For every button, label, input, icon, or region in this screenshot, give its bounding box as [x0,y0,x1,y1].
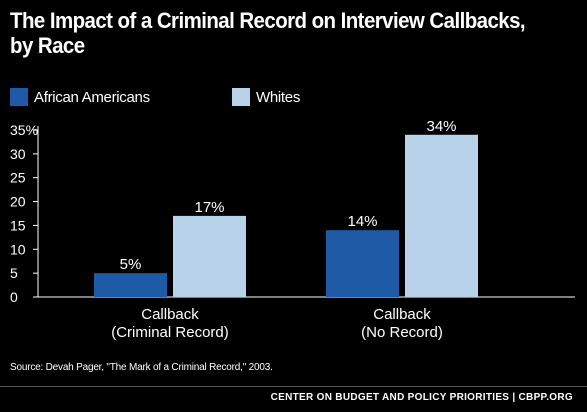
y-tick-label: 10 [10,241,26,257]
bar-chart: 05101520253035%5%14%17%34%Callback(Crimi… [10,118,575,341]
legend-item-african-americans: African Americans [10,88,150,106]
category-label: (Criminal Record) [111,324,229,341]
category-label: Callback [373,306,431,323]
footer-divider [0,386,587,387]
y-tick-label: 15 [10,217,26,233]
bar [94,273,167,297]
y-tick-label: 0 [10,289,18,305]
y-tick-label: 20 [10,194,26,210]
legend-label-african-americans: African Americans [34,88,150,106]
source-note: Source: Devah Pager, "The Mark of a Crim… [10,362,273,373]
footer-credit: CENTER ON BUDGET AND POLICY PRIORITIES |… [270,392,573,403]
category-label: (No Record) [361,324,443,341]
legend-item-whites: Whites [232,88,300,106]
bar [326,230,399,297]
chart-title: The Impact of a Criminal Record on Inter… [10,8,526,58]
data-label: 17% [194,199,224,216]
data-label: 14% [347,213,377,230]
y-tick-label: 35% [10,122,38,138]
y-tick-label: 25 [10,170,26,186]
y-tick-label: 5 [10,265,18,281]
bar [405,134,478,297]
y-tick-label: 30 [10,146,26,162]
bar [173,215,246,297]
category-label: Callback [141,306,199,323]
legend-swatch-whites [232,88,250,106]
legend-label-whites: Whites [256,88,301,106]
data-label: 34% [426,118,456,135]
legend-swatch-african-americans [10,88,28,106]
data-label: 5% [120,256,142,273]
